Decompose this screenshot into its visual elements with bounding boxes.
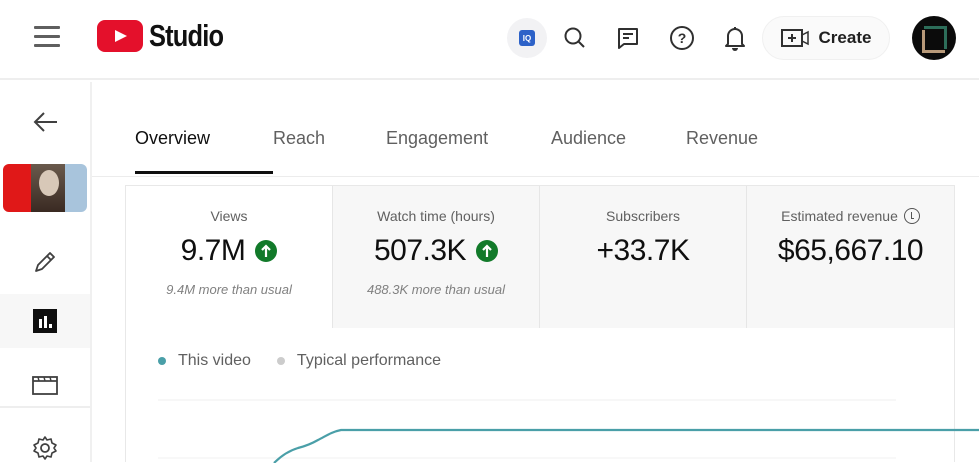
legend-typical: Typical performance	[276, 352, 441, 370]
sidebar	[0, 82, 92, 462]
legend-dot	[276, 357, 285, 365]
back-button[interactable]	[0, 104, 90, 140]
legend-label: This video	[178, 352, 251, 369]
metric-comparison: 488.3K more than usual	[366, 282, 506, 297]
metric-title: Subscribers	[606, 208, 680, 224]
avatar[interactable]	[912, 16, 956, 60]
tab-label: Audience	[551, 128, 627, 148]
tab-label: Revenue	[686, 128, 759, 148]
metric-cards: Views 9.7M 9.4M more than usual Watch ti…	[126, 186, 954, 328]
clapperboard-icon	[32, 376, 58, 395]
legend-dot	[158, 357, 166, 365]
svg-text:?: ?	[678, 30, 687, 46]
create-button[interactable]: Create	[762, 16, 890, 60]
video-thumbnail[interactable]	[3, 164, 87, 212]
metric-views[interactable]: Views 9.7M 9.4M more than usual	[126, 186, 333, 328]
performance-chart[interactable]	[126, 386, 979, 463]
sidebar-item-settings[interactable]	[0, 430, 90, 466]
chart-legend: This video Typical performance	[158, 352, 467, 370]
metric-title: Estimated revenue	[781, 208, 898, 224]
feedback-icon[interactable]	[610, 20, 646, 56]
clock-icon[interactable]	[903, 208, 920, 224]
metric-value: 9.7M	[180, 234, 246, 267]
sidebar-item-details[interactable]	[0, 242, 90, 282]
top-bar: Studio IQ ? Create	[0, 0, 979, 80]
metric-value: 507.3K	[373, 234, 467, 267]
metric-value: +33.7K	[596, 234, 690, 267]
legend-label: Typical performance	[296, 352, 441, 369]
metric-subscribers[interactable]: Subscribers +33.7K	[540, 186, 747, 328]
sidebar-divider	[0, 406, 90, 408]
metric-title: Views	[210, 208, 248, 224]
tab-overview[interactable]: Overview	[135, 128, 273, 174]
menu-icon[interactable]	[34, 26, 60, 48]
overview-card: Views 9.7M 9.4M more than usual Watch ti…	[125, 185, 979, 463]
metric-value: $65,667.10	[777, 234, 924, 267]
metric-watch-time[interactable]: Watch time (hours) 507.3K 488.3K more th…	[333, 186, 540, 328]
create-label: Create	[818, 28, 872, 47]
metric-revenue[interactable]: Estimated revenue $65,667.10	[747, 186, 954, 328]
notifications-icon[interactable]	[717, 20, 753, 56]
search-icon[interactable]	[557, 20, 593, 56]
metric-title: Watch time (hours)	[377, 208, 495, 224]
studio-logo[interactable]: Studio	[97, 18, 239, 54]
analytics-icon	[33, 309, 57, 333]
tab-label: Engagement	[386, 128, 489, 148]
tab-label: Reach	[273, 128, 326, 148]
sidebar-item-editor[interactable]	[0, 367, 90, 403]
analytics-tabs: Overview Reach Engagement Audience Reven…	[135, 128, 796, 174]
app-title: Studio	[149, 18, 224, 53]
tabs-divider	[92, 176, 979, 177]
tab-revenue[interactable]: Revenue	[686, 128, 796, 174]
pencil-icon	[35, 252, 55, 272]
help-icon[interactable]: ?	[664, 20, 700, 56]
gear-icon	[33, 436, 57, 460]
tab-reach[interactable]: Reach	[273, 128, 386, 174]
arrow-up-icon	[476, 240, 499, 262]
tab-label: Overview	[135, 128, 211, 148]
arrow-left-icon	[33, 112, 57, 132]
create-video-icon	[780, 29, 809, 47]
tab-engagement[interactable]: Engagement	[386, 128, 551, 174]
youtube-logo-icon	[97, 20, 143, 52]
sidebar-item-analytics[interactable]	[0, 294, 90, 348]
arrow-up-icon	[255, 240, 278, 262]
metric-comparison: 9.4M more than usual	[166, 282, 292, 297]
legend-this-video: This video	[158, 352, 251, 370]
tab-audience[interactable]: Audience	[551, 128, 686, 174]
extension-icon[interactable]: IQ	[507, 18, 547, 58]
